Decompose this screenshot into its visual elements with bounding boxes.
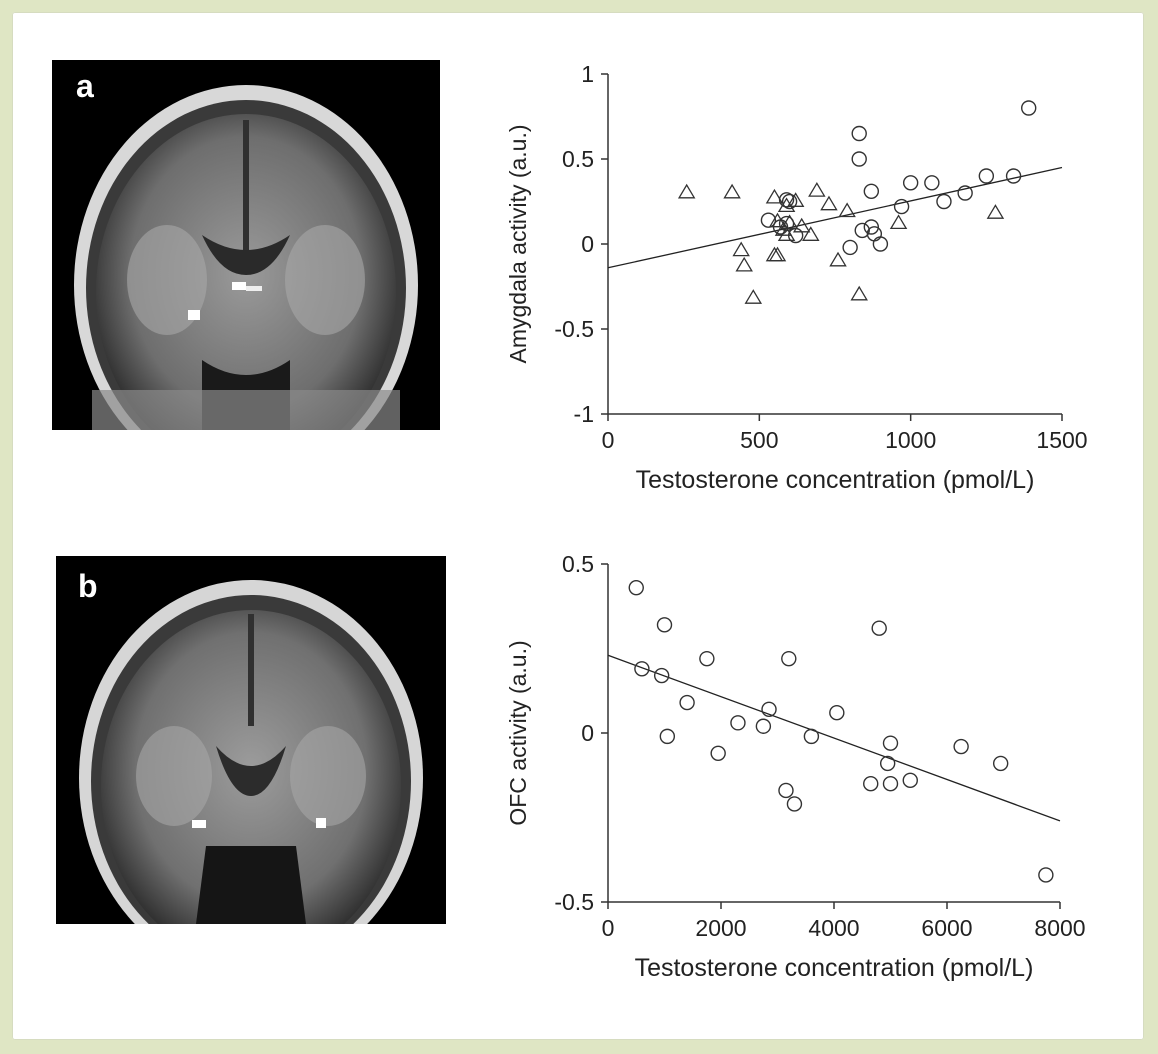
amygdala-triangle-point bbox=[792, 217, 811, 233]
ofc-fit-line bbox=[607, 654, 1061, 822]
ofc-circle-point bbox=[882, 776, 899, 792]
ofc-circle-point bbox=[656, 617, 673, 633]
brain-image-b: b bbox=[56, 556, 446, 924]
amygdala-circle-point bbox=[893, 198, 910, 215]
ofc-circle-point bbox=[699, 650, 715, 667]
amygdala-triangle-point bbox=[744, 289, 763, 304]
amygdala-y-tick-label: 0.5 bbox=[562, 146, 594, 172]
ofc-circle-point bbox=[710, 745, 726, 761]
amygdala-circle-point bbox=[863, 219, 880, 235]
ofc-x-tick-label: 2000 bbox=[695, 915, 746, 941]
amygdala-circle-point bbox=[957, 185, 973, 201]
ofc-circle-point bbox=[902, 772, 918, 789]
amygdala-circle-point bbox=[924, 175, 940, 191]
ofc-circle-point bbox=[781, 650, 797, 667]
ofc-circle-point bbox=[761, 701, 777, 718]
ofc-circle-point bbox=[786, 796, 803, 812]
ofc-y-tick-label: -0.5 bbox=[554, 889, 594, 915]
ofc-x-tick-label: 6000 bbox=[921, 915, 972, 941]
panel-label-a: a bbox=[76, 68, 94, 104]
amygdala-triangle-point bbox=[732, 241, 750, 257]
amygdala-y-tick-label: -1 bbox=[574, 401, 594, 427]
amygdala-fit-line bbox=[607, 166, 1063, 269]
ofc-circle-point bbox=[730, 715, 746, 731]
ofc-circle-point bbox=[882, 735, 899, 751]
amygdala-triangle-point bbox=[808, 182, 826, 197]
amygdala-triangle-point bbox=[723, 183, 741, 199]
amygdala-triangle-point bbox=[820, 195, 838, 211]
amygdala-x-tick-label: 500 bbox=[740, 427, 778, 453]
ofc-circle-point bbox=[778, 782, 794, 799]
ofc-y-tick-label: 0.5 bbox=[562, 551, 594, 577]
ofc-x-tick-label: 0 bbox=[602, 915, 615, 941]
amygdala-circle-point bbox=[1021, 100, 1037, 116]
amygdala-y-tick-label: 0 bbox=[581, 231, 594, 257]
amygdala-triangle-point bbox=[780, 214, 799, 230]
amygdala-triangle-point bbox=[735, 256, 753, 272]
amygdala-triangle-point bbox=[777, 197, 796, 213]
amygdala-circle-point bbox=[863, 183, 880, 200]
ofc-x-axis-label: Testosterone concentration (pmol/L) bbox=[635, 954, 1034, 982]
amygdala-y-tick-label: -0.5 bbox=[554, 316, 594, 342]
ofc-circle-point bbox=[1038, 867, 1054, 883]
amygdala-triangle-point bbox=[777, 226, 796, 241]
brain-image-a: a bbox=[52, 60, 440, 430]
amygdala-x-tick-label: 1000 bbox=[885, 427, 936, 453]
ofc-circle-point bbox=[634, 661, 650, 677]
ofc-y-tick-label: 0 bbox=[581, 720, 594, 746]
amygdala-triangle-point bbox=[768, 212, 787, 228]
ofc-circle-point bbox=[871, 620, 887, 636]
amygdala-triangle-point bbox=[765, 246, 784, 262]
amygdala-triangle-point bbox=[768, 246, 787, 262]
amygdala-triangle-point bbox=[838, 202, 856, 218]
amygdala-triangle-point bbox=[889, 214, 908, 230]
ofc-circle-point bbox=[659, 728, 676, 745]
amygdala-y-tick-label: 1 bbox=[581, 61, 594, 87]
amygdala-circle-point bbox=[872, 236, 889, 252]
amygdala-triangle-point bbox=[986, 204, 1005, 219]
amygdala-triangle-point bbox=[850, 285, 868, 301]
ofc-circle-point bbox=[829, 705, 845, 721]
ofc-circle-point bbox=[992, 755, 1009, 772]
ofc-y-axis-label: OFC activity (a.u.) bbox=[505, 640, 531, 825]
amygdala-triangle-point bbox=[786, 192, 805, 207]
ofc-circle-point bbox=[879, 755, 896, 772]
amygdala-x-axis-label: Testosterone concentration (pmol/L) bbox=[636, 466, 1035, 494]
amygdala-x-tick-label: 1500 bbox=[1036, 427, 1087, 453]
amygdala-x-tick-label: 0 bbox=[602, 427, 615, 453]
ofc-circle-point bbox=[953, 738, 969, 755]
amygdala-circle-point bbox=[781, 193, 798, 210]
ofc-circle-point bbox=[653, 667, 670, 684]
amygdala-circle-point bbox=[851, 151, 867, 167]
amygdala-triangle-point bbox=[829, 251, 847, 267]
amygdala-circle-point bbox=[842, 239, 858, 256]
figure-frame: a b -1 -0.5 0 0.5 1 0 500 1000 1500 Testo bbox=[12, 12, 1144, 1040]
ofc-circle-point bbox=[803, 728, 820, 745]
ofc-circle-point bbox=[628, 579, 644, 596]
ofc-circle-point bbox=[863, 776, 879, 792]
amygdala-circle-point bbox=[978, 168, 995, 184]
amygdala-circle-point bbox=[760, 212, 777, 228]
amygdala-y-axis-label: Amygdala activity (a.u.) bbox=[505, 124, 531, 363]
amygdala-circle-point bbox=[902, 175, 919, 191]
amygdala-circle-point bbox=[851, 125, 867, 142]
panel-label-b: b bbox=[78, 568, 98, 604]
ofc-x-tick-label: 4000 bbox=[808, 915, 859, 941]
amygdala-triangle-point bbox=[677, 183, 696, 199]
ofc-circle-point bbox=[679, 694, 695, 711]
ofc-circle-point bbox=[755, 718, 772, 734]
amygdala-circle-point bbox=[854, 222, 870, 239]
ofc-x-tick-label: 8000 bbox=[1034, 915, 1085, 941]
amygdala-circle-point bbox=[936, 193, 952, 210]
amygdala-triangle-point bbox=[765, 188, 784, 204]
amygdala-triangle-point bbox=[802, 226, 820, 241]
amygdala-circle-point bbox=[1005, 168, 1022, 184]
